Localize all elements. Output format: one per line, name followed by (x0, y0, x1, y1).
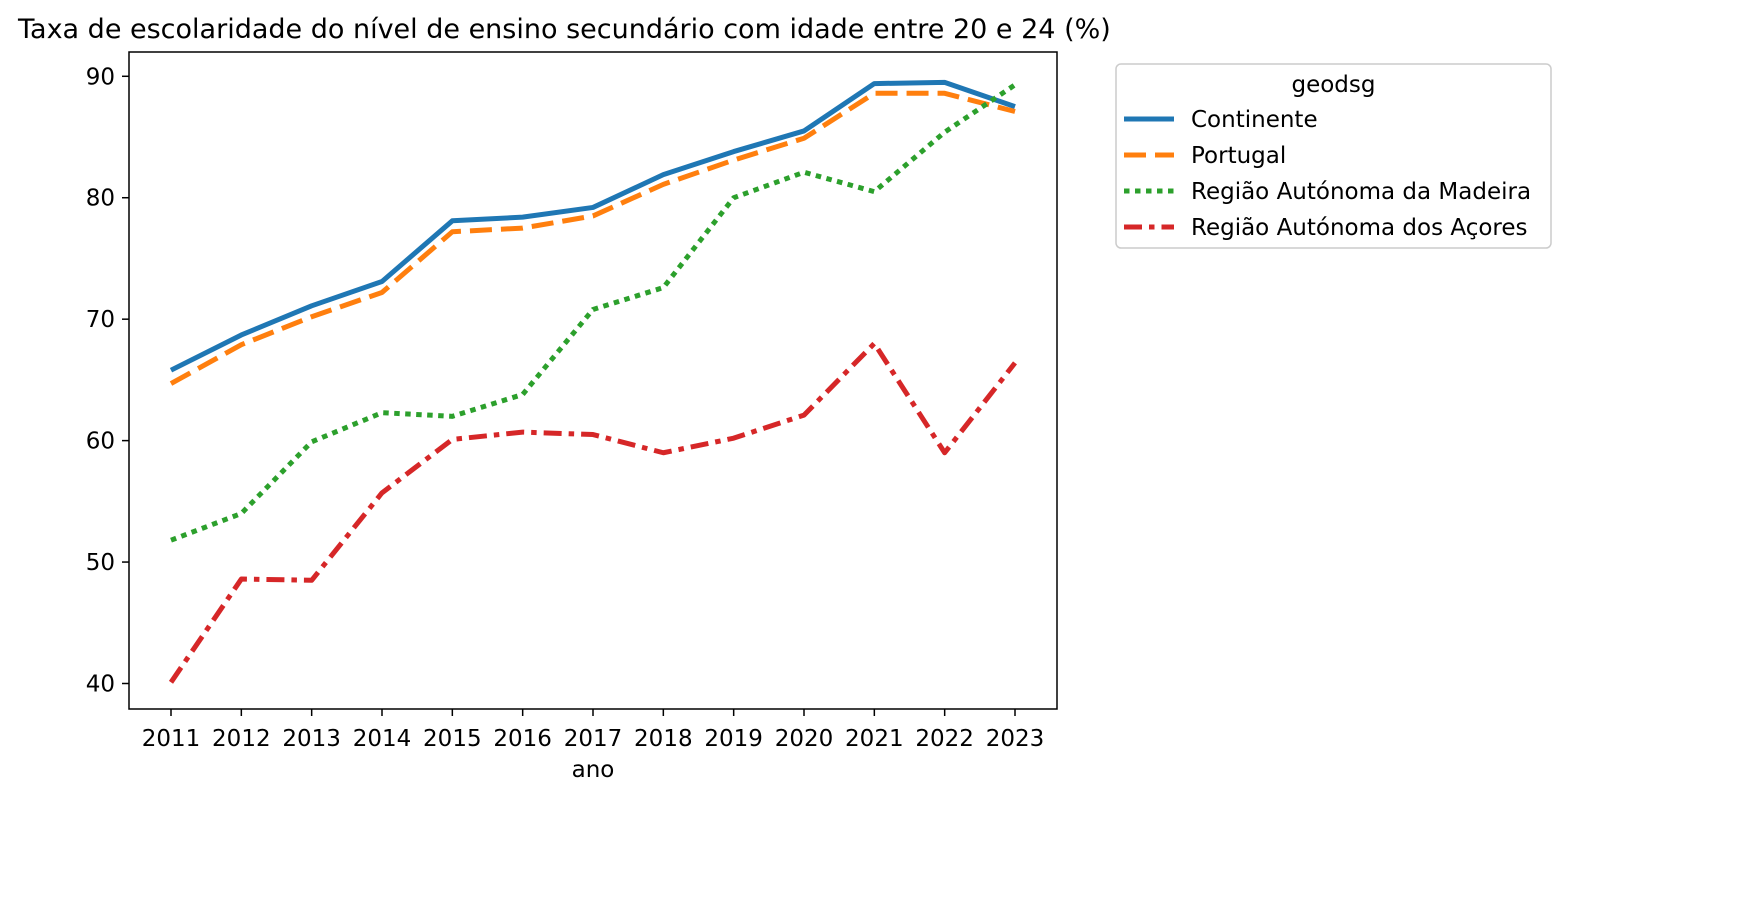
plot-lines (168, 79, 1017, 684)
series-line-2 (170, 82, 1017, 543)
x-tick-label: 2012 (212, 726, 271, 752)
x-tick-label: 2015 (423, 726, 482, 752)
x-tick-label: 2013 (282, 726, 341, 752)
x-tick-label: 2020 (775, 726, 834, 752)
legend-item-label: Continente (1191, 107, 1318, 133)
x-tick-label: 2023 (986, 726, 1045, 752)
y-axis: 40 50 60 70 80 90 (86, 64, 129, 697)
x-tick-label: 2011 (142, 726, 201, 752)
x-tick-label: 2016 (493, 726, 552, 752)
x-axis: 2011 2012 2013 2014 2015 2016 2017 2018 2019 2020… (142, 709, 1045, 752)
x-tick-label: 2022 (915, 726, 974, 752)
x-tick-label: 2019 (704, 726, 763, 752)
y-tick-label: 70 (86, 307, 115, 333)
plot-frame (128, 51, 1058, 710)
legend: geodsg Continente Portugal Região Autónoma… (1115, 63, 1552, 249)
legend-item-label: Região Autónoma da Madeira (1191, 179, 1531, 205)
legend-items: Continente Portugal Região Autónoma da Mad… (1124, 107, 1531, 241)
x-tick-label: 2017 (564, 726, 623, 752)
y-tick-label: 40 (86, 671, 115, 697)
y-tick-label: 50 (86, 550, 115, 576)
x-axis-label: ano (572, 757, 615, 783)
series-line-1 (169, 90, 1016, 386)
legend-title: geodsg (1291, 72, 1375, 98)
y-tick-label: 60 (86, 429, 115, 455)
series-line-3 (168, 340, 1017, 684)
x-tick-label: 2021 (845, 726, 904, 752)
y-tick-label: 80 (86, 186, 115, 212)
chart-title: Taxa de escolaridade do nível de ensino … (17, 14, 1111, 45)
legend-item-label: Região Autónoma dos Açores (1191, 215, 1528, 241)
x-tick-label: 2014 (353, 726, 412, 752)
y-tick-label: 90 (86, 64, 115, 90)
legend-item-label: Portugal (1191, 143, 1286, 169)
x-tick-label: 2018 (634, 726, 693, 752)
series-line-0 (169, 79, 1016, 373)
legend-frame (1115, 63, 1552, 249)
